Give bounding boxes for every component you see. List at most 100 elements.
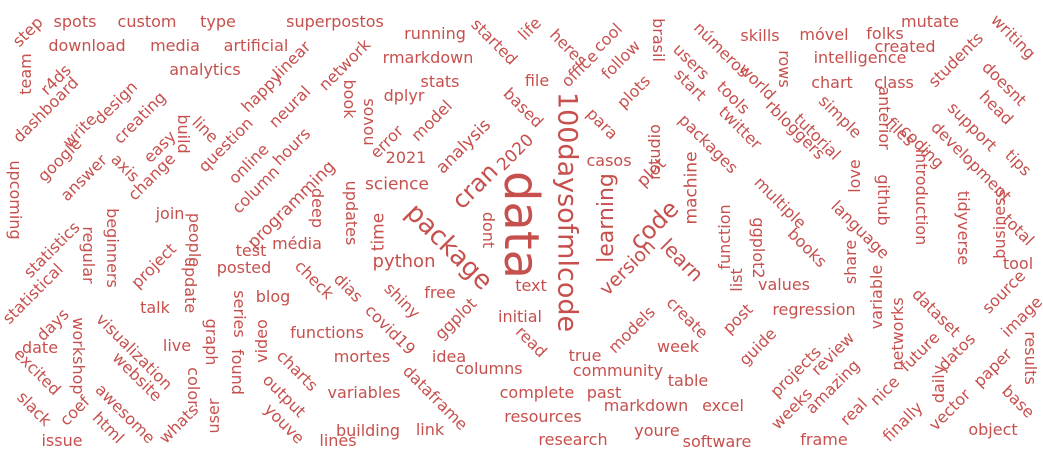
word-mutate: mutate bbox=[901, 12, 959, 31]
word-build: build bbox=[174, 114, 193, 154]
word-base: base bbox=[998, 381, 1039, 422]
word-learn: learn bbox=[655, 233, 709, 287]
word-regular: regular bbox=[79, 226, 98, 284]
word-github: github bbox=[874, 174, 893, 226]
word-casos: casos bbox=[586, 151, 632, 170]
word-life: life bbox=[514, 13, 545, 44]
word-complete: complete bbox=[499, 383, 575, 402]
word-dataset: dataset bbox=[908, 284, 965, 341]
word-object: object bbox=[968, 420, 1018, 439]
word-initial: initial bbox=[498, 307, 542, 326]
word-plots: plots bbox=[613, 71, 655, 113]
word-variables: variables bbox=[327, 383, 401, 402]
word-para: para bbox=[582, 104, 622, 144]
word-updates: updates bbox=[342, 180, 361, 246]
word-2021: 2021 bbox=[385, 148, 427, 167]
word-graph: graph bbox=[202, 318, 221, 366]
word-brasil: brasil bbox=[649, 18, 668, 62]
word-read: read bbox=[511, 322, 551, 362]
word-date: date bbox=[21, 338, 59, 357]
word-talk: talk bbox=[140, 298, 170, 317]
word-people: people bbox=[185, 212, 204, 268]
word-step: step bbox=[8, 12, 47, 51]
word-results: results bbox=[1021, 331, 1040, 385]
word-youre: youre bbox=[634, 421, 680, 440]
word-values: values bbox=[757, 275, 811, 294]
word-started: started bbox=[467, 14, 522, 69]
word-markdown: markdown bbox=[603, 396, 689, 415]
word-chart: chart bbox=[811, 73, 853, 92]
word-free: free bbox=[424, 283, 456, 302]
word-join: join bbox=[155, 204, 185, 223]
word-100daysofmlcode: 100daysofmlcode bbox=[551, 91, 583, 333]
word-function: function bbox=[715, 204, 734, 270]
word-test: test bbox=[235, 241, 267, 260]
word-class: class bbox=[874, 73, 914, 92]
word-folks: folks bbox=[866, 24, 904, 43]
word-frame: frame bbox=[800, 430, 848, 449]
word-daily: daily bbox=[929, 364, 948, 404]
word-post: post bbox=[718, 299, 757, 338]
word-found: found bbox=[228, 349, 247, 395]
word-media: media bbox=[150, 36, 200, 55]
word-superpostos: superpostos bbox=[286, 12, 384, 31]
word-real: real bbox=[836, 394, 872, 430]
word-idea: idea bbox=[431, 347, 467, 366]
word-data: data bbox=[493, 170, 549, 280]
word-table: table bbox=[667, 371, 709, 390]
word-2020: 2020 bbox=[493, 130, 539, 176]
word-whats: whats bbox=[155, 400, 203, 448]
word-video: video bbox=[252, 319, 271, 363]
word-custom: custom bbox=[117, 12, 177, 31]
word-learning: learning bbox=[594, 173, 619, 263]
word-live: live bbox=[162, 336, 192, 355]
word-dplyr: dplyr bbox=[383, 86, 425, 105]
word-excel: excel bbox=[702, 396, 744, 415]
word-file: file bbox=[524, 71, 550, 90]
word-heres: heres bbox=[545, 25, 591, 71]
word-software: software bbox=[682, 432, 752, 451]
word-variable: variable bbox=[867, 264, 886, 330]
word-python: python bbox=[372, 251, 436, 272]
word-text: text bbox=[515, 276, 547, 295]
word-tips: tips bbox=[1001, 145, 1036, 180]
word-m-dia: média bbox=[272, 234, 322, 253]
word-project: project bbox=[127, 239, 180, 292]
word-series: series bbox=[230, 290, 249, 338]
word-books: books bbox=[783, 224, 831, 272]
word-stats: stats bbox=[420, 72, 460, 91]
word-team: team bbox=[16, 53, 35, 95]
word-spots: spots bbox=[53, 12, 97, 31]
word-machine: machine bbox=[681, 151, 702, 225]
word-models: models bbox=[604, 302, 659, 357]
word-issue: issue bbox=[41, 431, 83, 450]
word-coef: coef bbox=[55, 391, 94, 430]
word-type: type bbox=[200, 12, 236, 31]
word-introduction: introduction bbox=[912, 148, 931, 246]
word-beginners: beginners bbox=[103, 208, 122, 288]
word-columns: columns bbox=[455, 359, 523, 378]
word-lines: lines bbox=[319, 431, 357, 450]
word-skills: skills bbox=[740, 26, 780, 45]
word-based: based bbox=[499, 83, 548, 132]
word-week: week bbox=[656, 337, 700, 356]
word-intelligence: intelligence bbox=[813, 48, 907, 67]
word-ggplot2: ggplot2 bbox=[749, 217, 768, 279]
word-community: community bbox=[572, 361, 664, 380]
word-rmarkdown: rmarkdown bbox=[382, 48, 474, 67]
word-running: running bbox=[404, 24, 466, 43]
word-dont: dont bbox=[479, 211, 498, 249]
word-nice: nice bbox=[866, 372, 904, 410]
word-rows: rows bbox=[775, 50, 794, 88]
word-tidyverse: tidyverse bbox=[954, 190, 973, 266]
word-create: create bbox=[662, 292, 713, 343]
word-rstudio: rstudio bbox=[645, 124, 664, 180]
word-time: time bbox=[368, 212, 389, 252]
word-workshop: workshop bbox=[69, 317, 88, 395]
word-share: share bbox=[841, 239, 860, 285]
word-research: research bbox=[538, 430, 608, 449]
word-writing: writing bbox=[987, 10, 1040, 63]
word-novos: novos bbox=[358, 98, 377, 146]
word-love: love bbox=[845, 159, 864, 193]
